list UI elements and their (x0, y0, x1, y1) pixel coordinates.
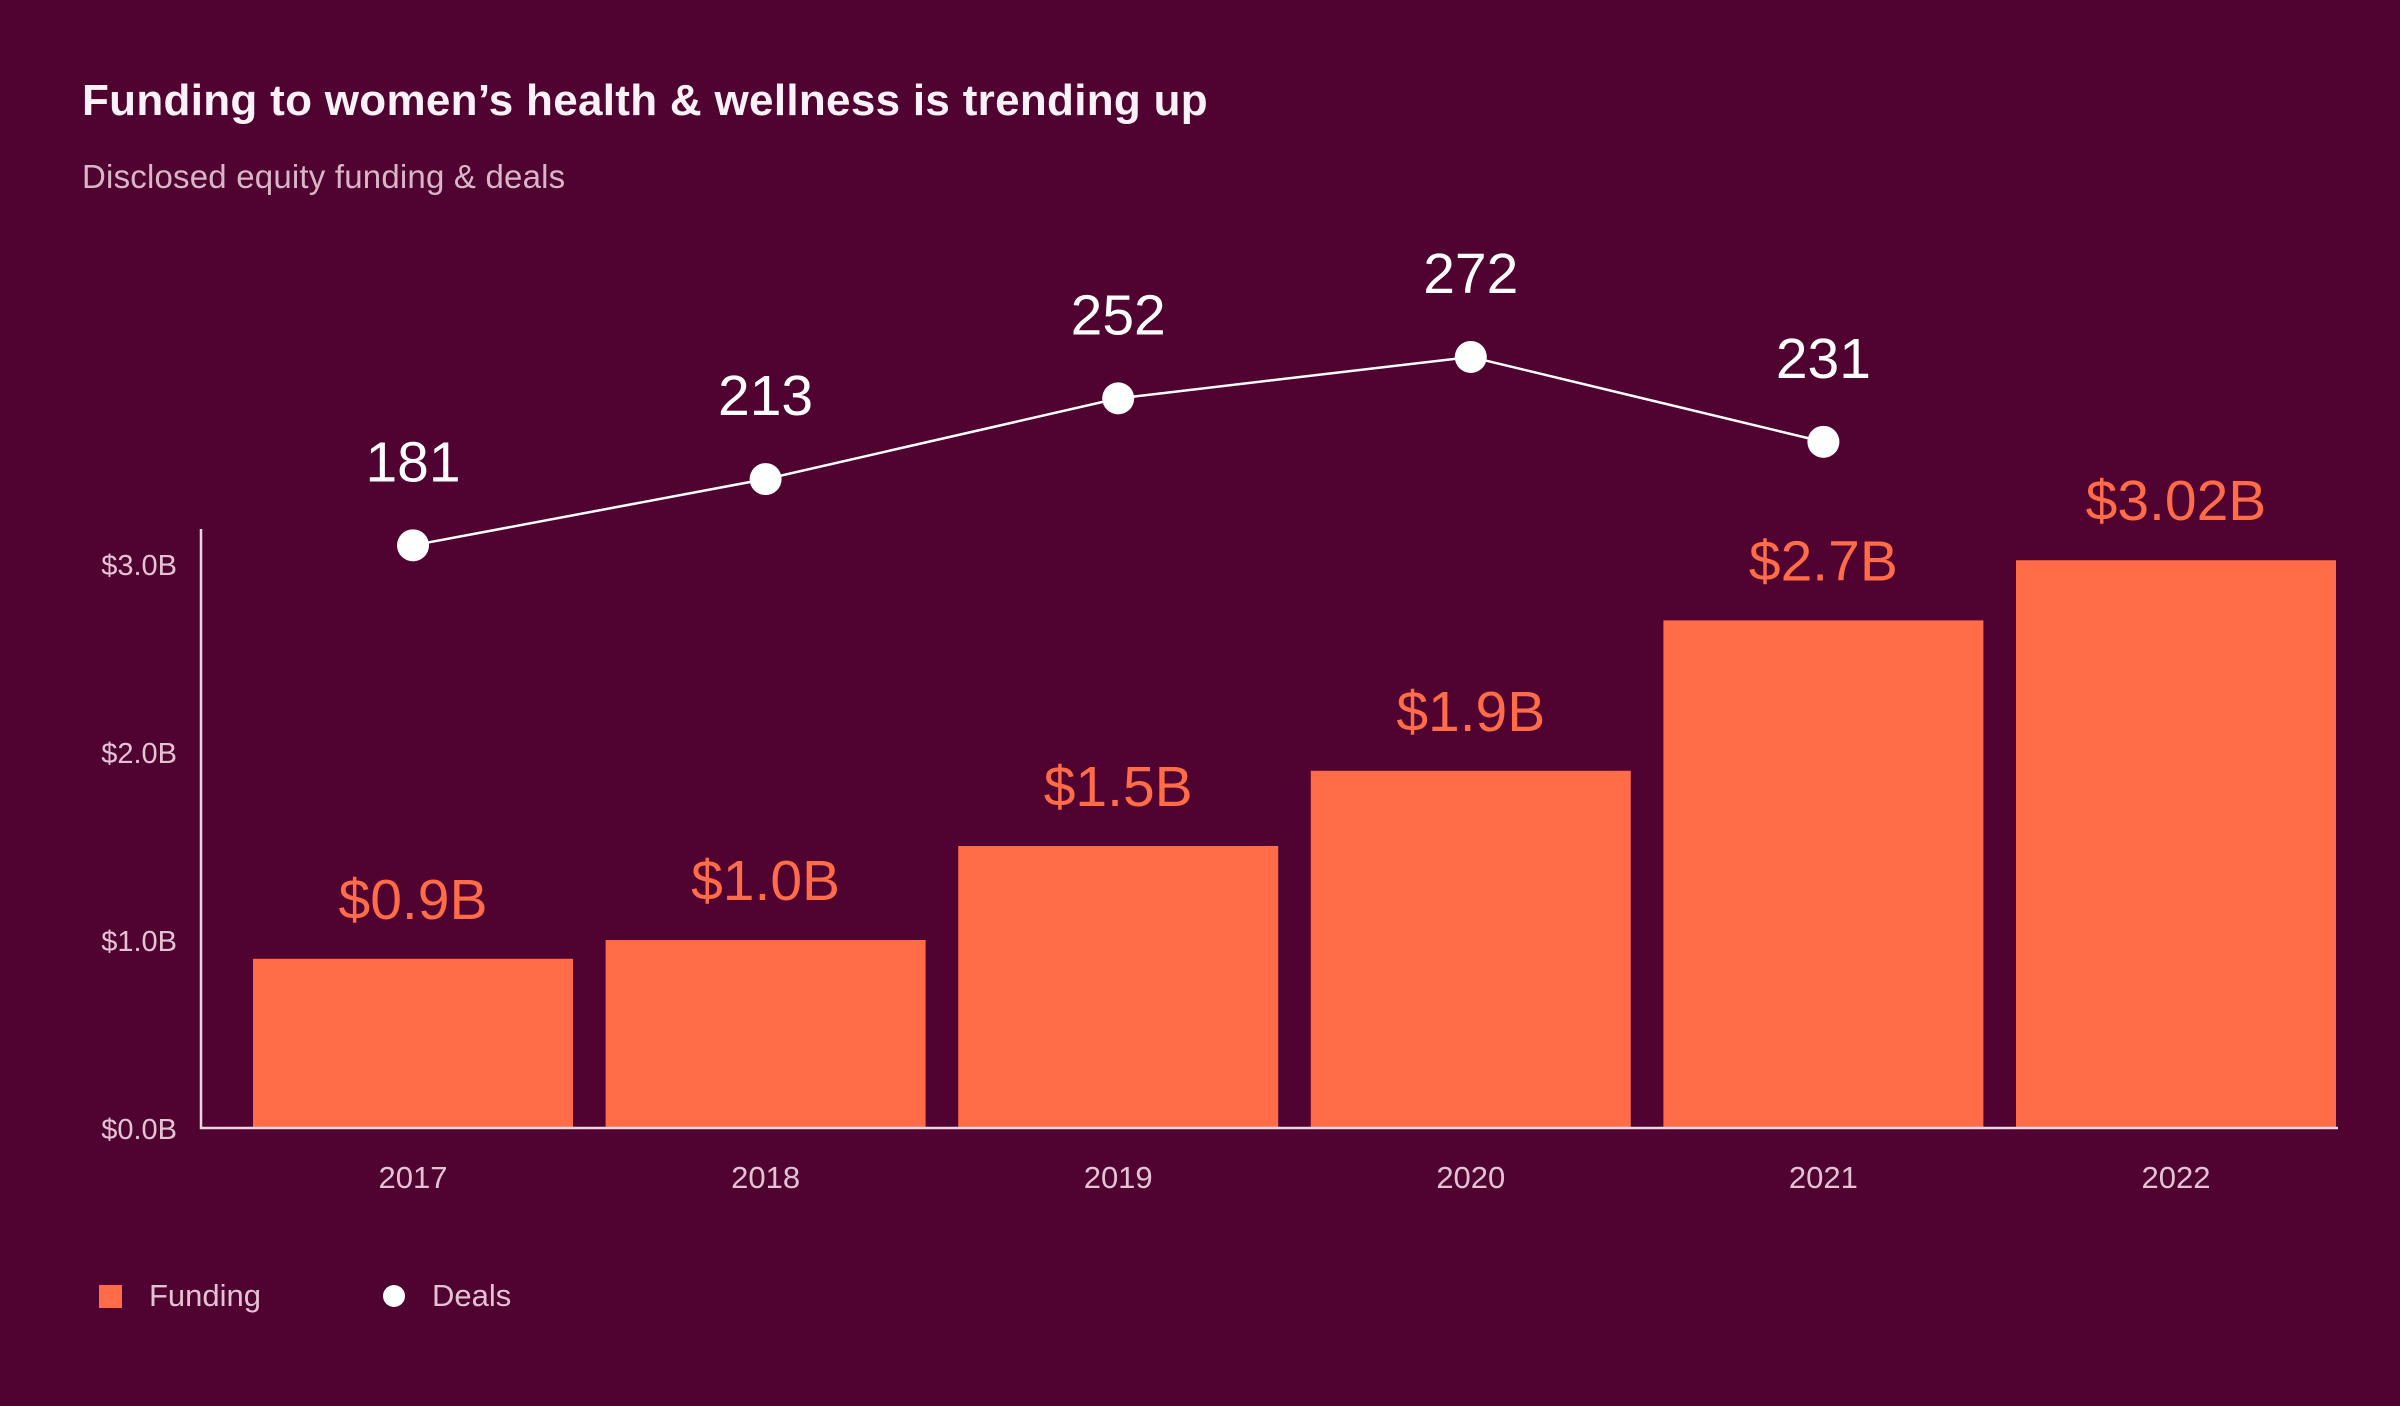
bar-value-label-2021: $2.7B (1749, 529, 1898, 593)
deals-point-2019 (1102, 382, 1135, 415)
x-axis-label-2020: 2020 (1436, 1160, 1505, 1195)
legend-deals-label: Deals (432, 1278, 512, 1313)
page-title: Funding to women’s health & wellness is … (82, 76, 1208, 125)
funding-bar-2018 (605, 940, 926, 1128)
deals-point-2020 (1454, 340, 1487, 373)
bar-value-label-2017: $0.9B (339, 868, 488, 932)
funding-swatch-icon (99, 1284, 122, 1308)
deals-point-2018 (749, 463, 782, 496)
y-axis-tick-label: $1.0B (101, 926, 177, 958)
bar-value-label-2019: $1.5B (1044, 755, 1193, 819)
x-axis-label-2019: 2019 (1084, 1160, 1153, 1195)
deals-value-label-2020: 272 (1423, 242, 1518, 306)
x-axis-label-2022: 2022 (2142, 1160, 2211, 1195)
deals-swatch-icon (383, 1285, 406, 1307)
deals-point-2017 (397, 529, 429, 562)
y-axis-tick-label: $2.0B (101, 738, 177, 770)
deals-value-label-2021: 231 (1776, 327, 1871, 391)
x-axis-label-2017: 2017 (379, 1160, 448, 1195)
deals-point-2021 (1807, 425, 1840, 458)
legend: Funding Deals (99, 1278, 511, 1314)
deals-value-label-2019: 252 (1071, 283, 1166, 347)
bar-value-label-2018: $1.0B (691, 849, 840, 913)
funding-bar-2019 (958, 846, 1279, 1128)
bar-value-label-2020: $1.9B (1396, 680, 1545, 744)
deals-value-label-2018: 213 (718, 364, 813, 428)
page-subtitle: Disclosed equity funding & deals (82, 158, 566, 195)
legend-funding-label: Funding (149, 1278, 262, 1313)
legend-item-funding: Funding (99, 1278, 261, 1314)
funding-bar-2020 (1310, 770, 1631, 1128)
funding-bar-2022 (2016, 560, 2336, 1128)
bar-value-label-2022: $3.02B (2086, 469, 2267, 533)
legend-item-deals: Deals (383, 1278, 511, 1314)
funding-bar-2017 (253, 958, 573, 1128)
deals-value-label-2017: 181 (365, 430, 460, 494)
y-axis-tick-label: $3.0B (101, 550, 177, 582)
x-axis-label-2021: 2021 (1789, 1160, 1858, 1195)
funding-bar-2021 (1663, 620, 1984, 1128)
y-axis-tick-label: $0.0B (101, 1114, 177, 1146)
x-axis-label-2018: 2018 (731, 1160, 800, 1195)
